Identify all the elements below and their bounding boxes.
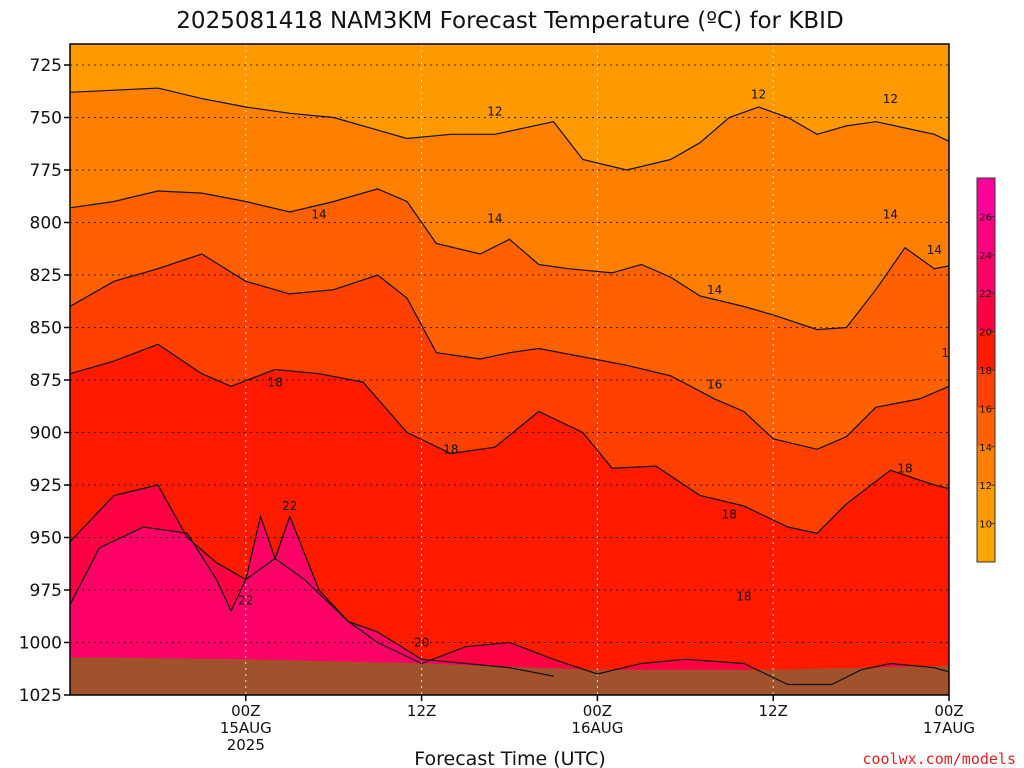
y-tick-label: 850 [30, 319, 62, 339]
contour-label: 18 [736, 590, 751, 604]
colorbar: 10 12 14 16 18 20 22 24 26 [976, 177, 996, 563]
contour-label: 14 [927, 243, 942, 257]
contour-line-18 [70, 343, 949, 534]
colorbar-segment [977, 178, 995, 217]
colorbar-tick-label: 14 [979, 443, 992, 454]
y-tick-label: 1025 [19, 686, 62, 706]
x-tick-label: 00Z [231, 702, 260, 720]
colorbar-segment [977, 485, 995, 524]
contour-label: 22 [282, 499, 297, 513]
colorbar-tick-label: 18 [979, 366, 992, 377]
y-tick-label: 750 [30, 109, 62, 129]
contour-line-22 [70, 514, 554, 677]
x-tick-label: 2025 [227, 736, 265, 754]
contour-label: 20 [414, 636, 429, 650]
contour-label: 16 [707, 377, 722, 391]
plot-frame [69, 43, 950, 696]
contour-label: 12 [751, 88, 766, 102]
x-tick-label: 17AUG [923, 719, 975, 737]
colorbar-segment [977, 523, 995, 562]
y-tick-label: 800 [30, 214, 62, 234]
contour-line-20 [70, 484, 949, 686]
y-tick-label: 900 [30, 424, 62, 444]
colorbar-tick-label: 20 [979, 328, 992, 339]
y-tick-label: 1000 [19, 634, 62, 654]
contour-line-12 [70, 87, 949, 171]
colorbar-segment [977, 370, 995, 409]
contour-label: 14 [883, 207, 898, 221]
y-tick-label: 725 [30, 56, 62, 76]
contour-label: 12 [883, 92, 898, 106]
plot-area: 12 12 12 14 14 14 14 14 16 16 18 18 18 18 18 20 22 22 [70, 44, 956, 695]
colorbar-tick-label: 24 [979, 251, 992, 262]
y-tick-label: 950 [30, 529, 62, 549]
chart-title: 2025081418 NAM3KM Forecast Temperature (… [176, 8, 843, 34]
y-tick-label: 975 [30, 581, 62, 601]
x-axis-label: Forecast Time (UTC) [414, 748, 605, 768]
credit-text[interactable]: coolwx.com/models [862, 750, 1016, 768]
colorbar-segment [977, 293, 995, 332]
y-tick-label: 775 [30, 161, 62, 181]
colorbar-tick-label: 10 [979, 520, 992, 531]
x-tick-label: 00Z [934, 702, 963, 720]
ground-surface [70, 657, 949, 695]
y-tick-label: 925 [30, 476, 62, 496]
x-tick-label: 12Z [759, 702, 788, 720]
contour-label: 16 [941, 346, 956, 360]
contour-label: 14 [311, 207, 326, 221]
colorbar-segment [977, 331, 995, 370]
x-tick-label: 16AUG [571, 719, 623, 737]
contour-label: 18 [267, 375, 282, 389]
y-tick-label: 825 [30, 266, 62, 286]
x-tick-label: 12Z [407, 702, 436, 720]
contour-label: 14 [707, 283, 722, 297]
colorbar-tick-label: 12 [979, 481, 992, 492]
contour-label: 18 [443, 443, 458, 457]
colorbar-segment [977, 254, 995, 294]
colorbar-tick-label: 22 [979, 289, 992, 300]
contour-label: 14 [487, 212, 502, 226]
contour-label: 18 [897, 461, 912, 475]
contour-line-16 [70, 253, 949, 450]
contour-label: 18 [722, 508, 737, 522]
contour-label: 12 [487, 104, 502, 118]
colorbar-segment [977, 216, 995, 255]
plot-layers: 12 12 12 14 14 14 14 14 16 16 18 18 18 18 18 20 22 22 [70, 44, 956, 695]
band-22-24 [70, 516, 554, 695]
colorbar-tick-label: 26 [979, 212, 992, 223]
x-tick-label: 00Z [583, 702, 612, 720]
y-tick-label: 875 [30, 371, 62, 391]
contour-line-14 [70, 188, 949, 331]
x-tick-label: 15AUG [220, 719, 272, 737]
axes: 725 750 775 800 825 850 875 900 925 950 975 1000 102… [19, 43, 975, 754]
contour-label: 22 [238, 594, 253, 608]
colorbar-tick-label: 16 [979, 404, 992, 415]
colorbar-segment [977, 446, 995, 486]
colorbar-segment [977, 408, 995, 447]
